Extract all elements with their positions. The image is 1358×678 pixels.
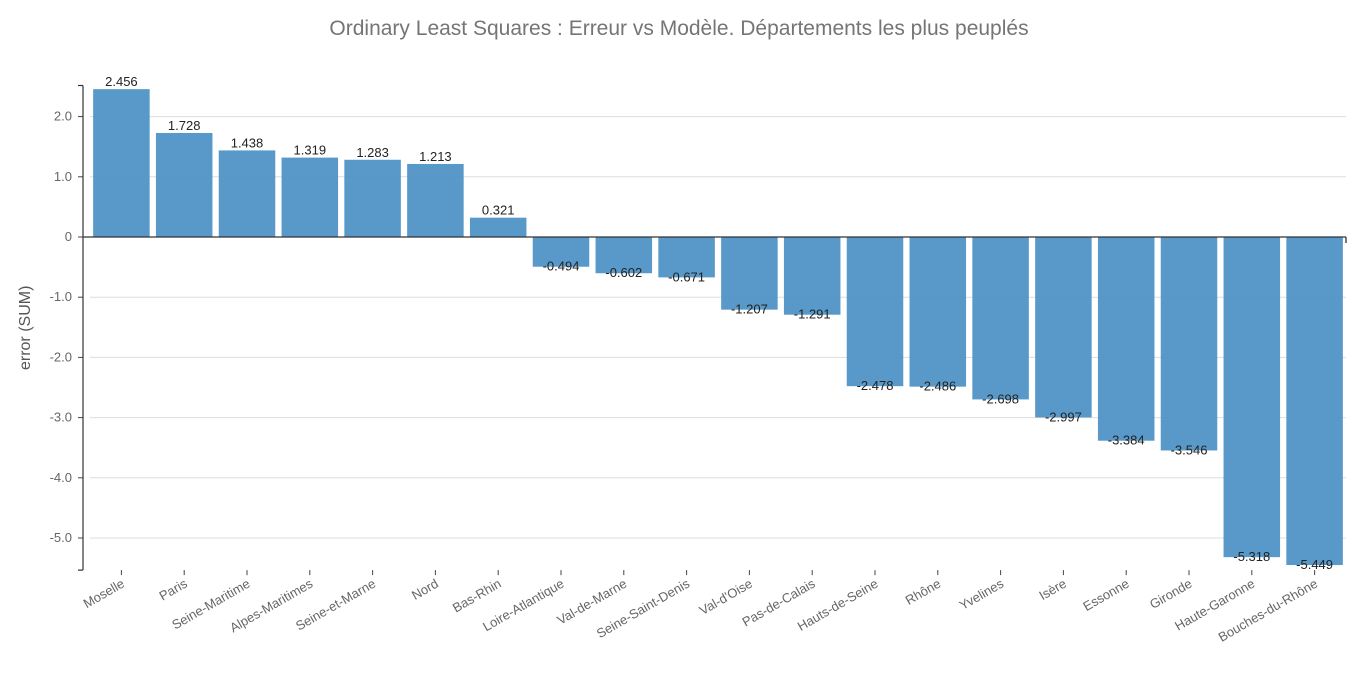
y-tick-label: 2.0: [54, 109, 72, 124]
bar: [1035, 237, 1092, 418]
data-label: -1.291: [794, 307, 831, 322]
x-tick-label: Isère: [1036, 576, 1069, 603]
y-axis-label: error (SUM): [17, 286, 34, 370]
x-tick-label: Yvelines: [957, 575, 1007, 612]
x-tick-label: Paris: [157, 575, 191, 603]
axes: [78, 84, 1347, 576]
bar: [93, 89, 150, 237]
bar: [407, 163, 464, 237]
x-tick-label: Essonne: [1080, 576, 1131, 614]
data-label: -2.997: [1045, 409, 1082, 424]
data-label: -2.698: [982, 391, 1019, 406]
bar: [532, 237, 590, 267]
bar: [909, 237, 967, 387]
bar: [155, 132, 213, 237]
y-tick-label: -1.0: [50, 289, 72, 304]
data-label: -0.671: [668, 269, 705, 284]
bars: [93, 89, 1343, 566]
data-label: -5.449: [1296, 557, 1333, 572]
bar: [783, 237, 841, 315]
data-label: -0.602: [605, 265, 642, 280]
grid-lines: [90, 116, 1346, 539]
bar: [1097, 237, 1155, 441]
data-label: -0.494: [543, 259, 580, 274]
bar: [218, 150, 276, 237]
data-label: 1.319: [294, 143, 327, 158]
bar: [469, 217, 527, 237]
bar: [846, 237, 904, 387]
data-label: 2.456: [105, 74, 138, 89]
data-label: 1.438: [231, 135, 264, 150]
bar: [1223, 237, 1281, 558]
data-label: -3.546: [1171, 442, 1208, 457]
data-label: -2.478: [857, 378, 894, 393]
bar: [721, 237, 778, 310]
bar: [281, 157, 339, 237]
y-tick-label: 0: [65, 229, 72, 244]
y-tick-label: -4.0: [50, 470, 72, 485]
x-tick-label: Nord: [409, 576, 441, 603]
data-label: 1.213: [419, 149, 452, 164]
bar: [344, 159, 401, 237]
data-label: -2.486: [919, 379, 956, 394]
data-label: -1.207: [731, 302, 768, 317]
bar: [658, 237, 715, 278]
x-tick-label: Moselle: [81, 576, 127, 611]
x-tick-label: Rhône: [903, 576, 944, 608]
bar: [1286, 237, 1343, 566]
x-tick-label: Bas-Rhin: [450, 576, 504, 616]
y-tick-label: 1.0: [54, 169, 72, 184]
x-tick-label: Gironde: [1147, 576, 1195, 612]
y-tick-label: -3.0: [50, 410, 72, 425]
chart-title: Ordinary Least Squares : Erreur vs Modèl…: [329, 17, 1029, 40]
bar: [972, 237, 1029, 400]
data-label: 0.321: [482, 203, 515, 218]
data-label: 1.728: [168, 118, 201, 133]
bar: [1160, 237, 1218, 451]
y-tick-label: -2.0: [50, 349, 72, 364]
data-label: -5.318: [1233, 549, 1270, 564]
data-label: -3.384: [1108, 433, 1145, 448]
data-label: 1.283: [356, 145, 389, 160]
y-tick-label: -5.0: [50, 530, 72, 545]
bar: [595, 237, 653, 274]
